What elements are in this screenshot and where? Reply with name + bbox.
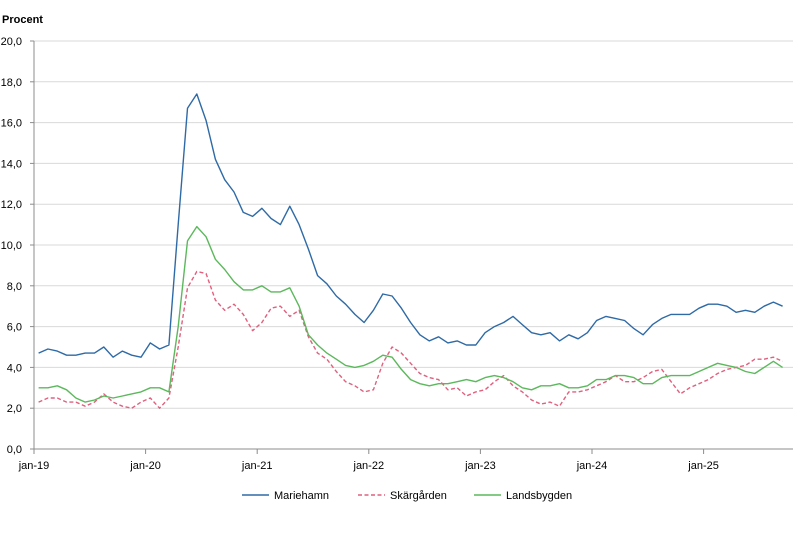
x-tick-label: jan-22 [353,460,385,472]
y-tick-label: 4,0 [7,362,22,374]
series-line-sk-rg-rden [38,270,783,409]
y-tick-label: 16,0 [1,118,22,130]
legend-label: Skärgården [390,490,447,502]
y-tick-label: 20,0 [1,36,22,48]
legend-item: Skärgården [358,490,447,502]
y-tick-label: 2,0 [7,403,22,415]
y-tick-label: 14,0 [1,158,22,170]
x-tick-label: jan-25 [687,460,719,472]
series-line-mariehamn [38,93,783,358]
x-tick-label: jan-20 [129,460,161,472]
y-tick-label: 8,0 [7,281,22,293]
y-tick-label: 10,0 [1,240,22,252]
y-tick-label: 0,0 [7,444,22,456]
x-tick-label: jan-21 [241,460,273,472]
series-lines [38,93,783,409]
gridlines [34,40,793,409]
y-tick-label: 12,0 [1,199,22,211]
y-tick-label: 6,0 [7,322,22,334]
legend-item: Landsbygden [474,490,572,502]
series-line-landsbygden [38,225,783,403]
x-tick-label: jan-19 [18,460,50,472]
legend-item: Mariehamn [242,490,329,502]
y-tick-label: 18,0 [1,77,22,89]
legend-label: Landsbygden [506,490,572,502]
y-axis-title: Procent [2,14,43,26]
x-tick-label: jan-24 [576,460,608,472]
axes: 0,0 2,0 4,0 6,0 8,0 10,0 12,0 14,0 16,0 18,0 20,0 j… [1,36,793,472]
legend: Mariehamn Skärgården Landsbygden [242,490,572,502]
legend-label: Mariehamn [274,490,329,502]
x-tick-label: jan-23 [464,460,496,472]
